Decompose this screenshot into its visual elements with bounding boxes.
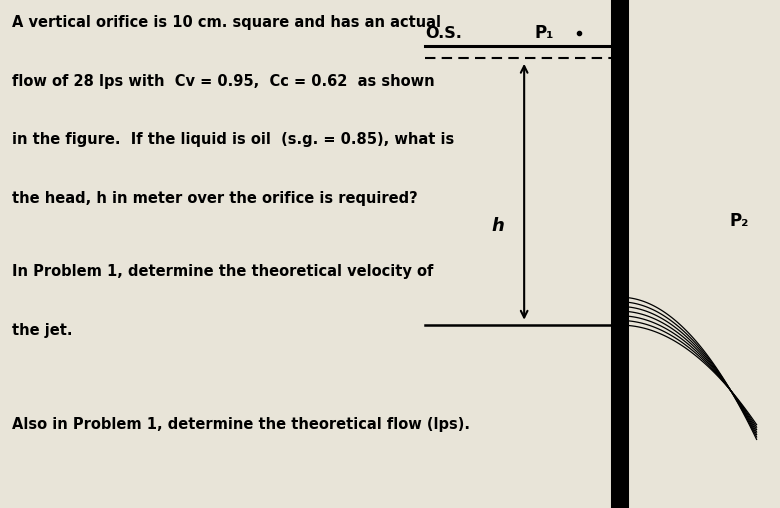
Text: Also in Problem 1, determine the theoretical flow (lps).: Also in Problem 1, determine the theoret… xyxy=(12,417,470,432)
Text: P₂: P₂ xyxy=(729,212,749,230)
Text: the head, h in meter over the orifice is required?: the head, h in meter over the orifice is… xyxy=(12,190,417,206)
Text: O.S.: O.S. xyxy=(425,25,462,41)
Text: the jet.: the jet. xyxy=(12,323,73,338)
Text: P₁: P₁ xyxy=(534,24,554,42)
Text: flow of 28 lps with  Cv = 0.95,  Cc = 0.62  as shown: flow of 28 lps with Cv = 0.95, Cc = 0.62… xyxy=(12,74,434,89)
Text: in the figure.  If the liquid is oil  (s.g. = 0.85), what is: in the figure. If the liquid is oil (s.g… xyxy=(12,132,454,147)
Text: A vertical orifice is 10 cm. square and has an actual: A vertical orifice is 10 cm. square and … xyxy=(12,15,441,30)
Text: h: h xyxy=(491,217,504,235)
Text: In Problem 1, determine the theoretical velocity of: In Problem 1, determine the theoretical … xyxy=(12,264,433,279)
